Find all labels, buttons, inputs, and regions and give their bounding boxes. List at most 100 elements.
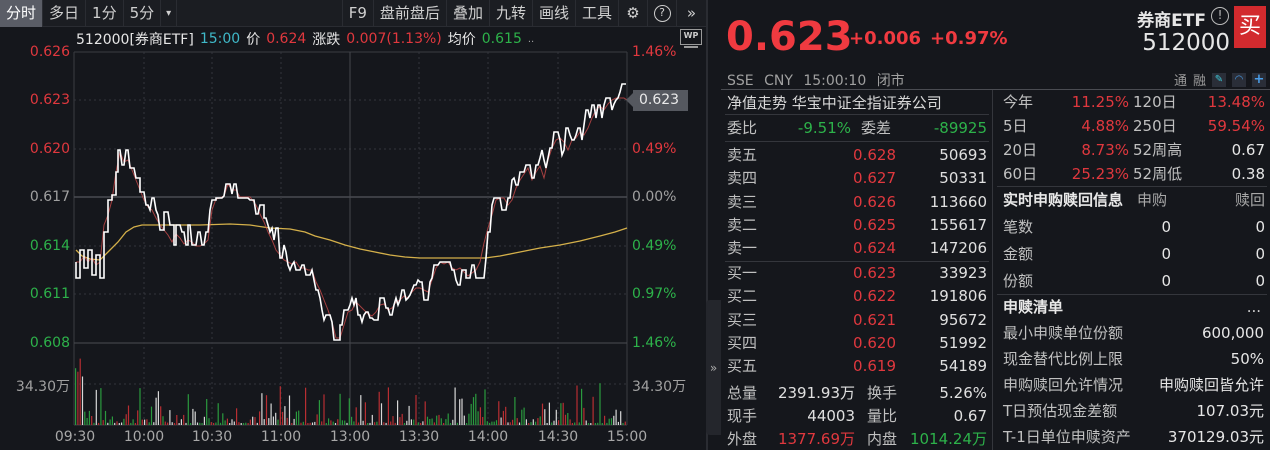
y-label-left: 0.620 bbox=[29, 141, 70, 157]
collapse-panel-button[interactable]: » bbox=[706, 300, 721, 435]
divider bbox=[725, 261, 989, 262]
edit-icon[interactable]: ✎ bbox=[1212, 72, 1226, 87]
avg-price-value: 0.615 bbox=[481, 31, 522, 47]
realtime-label: 笔数 bbox=[1003, 218, 1034, 236]
overlay-button[interactable]: 叠加 bbox=[447, 0, 490, 27]
double-chevron-icon: » bbox=[709, 360, 718, 375]
more-button[interactable]: ... bbox=[1246, 298, 1261, 316]
more-indicator: .. bbox=[527, 33, 535, 45]
redemption-value: 申购赎回皆允许 bbox=[1158, 373, 1264, 397]
col-subscribe: 申购 bbox=[1137, 191, 1168, 209]
ask-label: 卖五 bbox=[727, 146, 758, 164]
add-icon[interactable]: + bbox=[1252, 72, 1266, 87]
ask-price: 0.626 bbox=[853, 193, 896, 211]
y-label-right: 1.46% bbox=[632, 44, 677, 60]
nine-turn-button[interactable]: 九转 bbox=[490, 0, 533, 27]
bell-icon[interactable]: ◠ bbox=[1232, 72, 1246, 87]
x-label: 14:00 bbox=[467, 429, 509, 445]
total-volume: 2391.93万 bbox=[777, 384, 855, 402]
expand-icon[interactable]: » bbox=[686, 4, 697, 22]
bid-label: 买一 bbox=[727, 264, 758, 282]
ask-row[interactable]: 卖二 0.625 155617 bbox=[721, 213, 992, 237]
ask-volume: 113660 bbox=[929, 193, 987, 211]
avg-price-label: 均价 bbox=[447, 32, 476, 48]
ask-row[interactable]: 卖五 0.628 50693 bbox=[721, 143, 992, 167]
y-label-right: 0.49% bbox=[632, 238, 677, 254]
crosshair-change: 0.007(1.13%) bbox=[346, 31, 442, 47]
realtime-row: 金额 0 0 bbox=[997, 242, 1267, 266]
commission-diff: -89925 bbox=[933, 119, 987, 137]
quote-panel: 0.623 +0.006 +0.97% 券商ETF ! 512000 买 SSE… bbox=[721, 0, 1270, 450]
current-volume-label: 现手 bbox=[727, 407, 758, 425]
ask-row[interactable]: 卖一 0.624 147206 bbox=[721, 236, 992, 260]
redemption-value: 370129.03元 bbox=[1167, 425, 1264, 449]
ask-label: 卖一 bbox=[727, 239, 758, 257]
tab-5min[interactable]: 5分 bbox=[124, 0, 162, 27]
y-label-left: 0.617 bbox=[29, 189, 70, 205]
outer-volume: 1377.69万 bbox=[777, 430, 855, 448]
ask-row[interactable]: 卖三 0.626 113660 bbox=[721, 190, 992, 214]
bid-price: 0.623 bbox=[853, 264, 896, 282]
tab-multi-day[interactable]: 多日 bbox=[43, 0, 87, 27]
price-change: +0.006 bbox=[849, 28, 922, 49]
inner-volume: 1014.24万 bbox=[909, 430, 987, 448]
bid-volume: 33923 bbox=[939, 264, 987, 282]
ask-row[interactable]: 卖四 0.627 50331 bbox=[721, 166, 992, 190]
x-label: 15:00 bbox=[606, 429, 648, 445]
divider bbox=[997, 186, 1267, 187]
gear-icon[interactable]: ⚙ bbox=[619, 0, 648, 27]
f9-button[interactable]: F9 bbox=[343, 0, 374, 27]
crosshair-time: 15:00 bbox=[199, 31, 241, 47]
redemption-value: 107.03元 bbox=[1196, 402, 1265, 420]
bid-price: 0.619 bbox=[853, 357, 896, 375]
y-label-right: 1.46% bbox=[632, 335, 677, 351]
wp-icon[interactable]: WP bbox=[680, 29, 702, 48]
realtime-label: 金额 bbox=[1003, 245, 1034, 263]
chart-panel: 分时 多日 1分 5分 ▾ F9 盘前盘后 叠加 九转 画线 工具 ⚙ ? » … bbox=[0, 0, 706, 445]
perf-value: 0.67 bbox=[1231, 141, 1265, 159]
bid-row[interactable]: 买一 0.623 33923 bbox=[721, 261, 992, 285]
volume-label-right: 34.30万 bbox=[632, 379, 687, 395]
tools-button[interactable]: 工具 bbox=[576, 0, 619, 27]
bid-row[interactable]: 买四 0.620 51992 bbox=[721, 331, 992, 355]
perf-value: 0.38 bbox=[1231, 165, 1265, 183]
current-volume: 44003 bbox=[807, 407, 855, 425]
bid-row[interactable]: 买三 0.621 95672 bbox=[721, 308, 992, 332]
help-circle: ? bbox=[653, 4, 671, 22]
bid-price: 0.620 bbox=[853, 334, 896, 352]
period-dropdown-icon[interactable]: ▾ bbox=[161, 0, 178, 27]
tab-intraday[interactable]: 分时 bbox=[0, 0, 44, 27]
bid-row[interactable]: 买五 0.619 54189 bbox=[721, 354, 992, 378]
bid-price: 0.621 bbox=[853, 311, 896, 329]
commission-ratio-label: 委比 bbox=[727, 119, 758, 137]
panel-divider[interactable] bbox=[706, 0, 708, 450]
quote-time: 15:00:10 bbox=[803, 73, 867, 89]
bid-row[interactable]: 买二 0.622 191806 bbox=[721, 284, 992, 308]
info-alert-icon[interactable]: ! bbox=[1211, 7, 1229, 25]
nav-trend-title[interactable]: 净值走势 华宝中证全指证券公司 bbox=[727, 94, 942, 112]
realtime-sub: 0 bbox=[1161, 218, 1171, 236]
help-icon[interactable]: ? bbox=[648, 0, 677, 27]
perf-value: 8.73% bbox=[1081, 141, 1129, 159]
divider bbox=[997, 294, 1267, 295]
perf-value: 13.48% bbox=[1207, 93, 1265, 111]
buy-button[interactable]: 买 bbox=[1234, 6, 1266, 48]
tab-1min[interactable]: 1分 bbox=[86, 0, 124, 27]
outer-label: 外盘 bbox=[727, 430, 758, 448]
security-name: 券商ETF bbox=[1137, 11, 1206, 31]
redemption-row: T-1日单位申赎资产 370129.03元 bbox=[997, 425, 1267, 449]
pre-post-market-button[interactable]: 盘前盘后 bbox=[374, 0, 447, 27]
price-label: 价 bbox=[246, 32, 261, 48]
current-price-tag: 0.623 bbox=[626, 90, 688, 111]
toolbar-spacer bbox=[177, 0, 343, 27]
redemption-label: 申购赎回允许情况 bbox=[1003, 376, 1124, 394]
ask-label: 卖二 bbox=[727, 216, 758, 234]
market-status: 闭市 bbox=[876, 73, 905, 89]
bid-label: 买五 bbox=[727, 357, 758, 375]
redemption-label: 现金替代比例上限 bbox=[1003, 350, 1124, 368]
x-label: 13:00 bbox=[329, 429, 371, 445]
last-price: 0.623 bbox=[726, 14, 853, 60]
realtime-red: 0 bbox=[1255, 218, 1265, 236]
turnover-label: 换手 bbox=[867, 384, 898, 402]
draw-line-button[interactable]: 画线 bbox=[533, 0, 576, 27]
